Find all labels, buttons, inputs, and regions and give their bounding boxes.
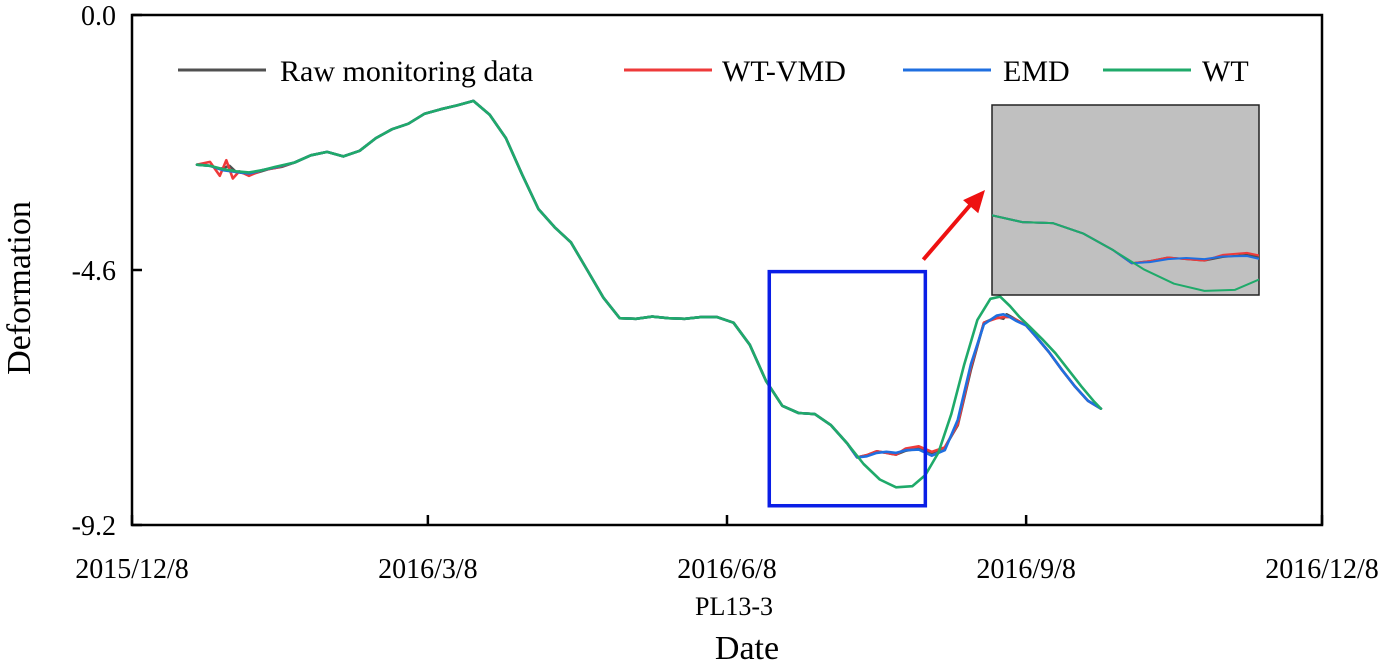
x-tick-label: 2015/12/8: [75, 554, 189, 585]
legend-label: Raw monitoring data: [280, 55, 533, 88]
x-tick-label: 2016/9/8: [976, 554, 1076, 585]
y-tick-label: 0.0: [81, 1, 116, 32]
inset-line-wt: [992, 214, 1259, 292]
legend: Raw monitoring data WT-VMD EMD WT: [178, 55, 1249, 88]
x-axis-title: Date: [715, 630, 779, 665]
y-tick-label: -4.6: [72, 256, 116, 287]
y-axis-title: Deformation: [1, 201, 38, 375]
inset-panel: [991, 104, 1260, 296]
legend-label: WT-VMD: [722, 55, 846, 88]
axis-ticks: 2015/12/8 2016/3/8 2016/6/8 2016/9/8 2016/12…: [72, 1, 1379, 585]
zoom-arrow-shaft: [921, 201, 974, 261]
x-tick-label: 2016/3/8: [378, 554, 478, 585]
inset-series: [992, 214, 1259, 292]
zoom-arrow-head: [963, 190, 985, 214]
zoom-box: [767, 269, 928, 508]
legend-label: WT: [1202, 55, 1249, 88]
x-tick-label: 2016/12/8: [1265, 554, 1379, 585]
series-layer: [195, 99, 1103, 489]
chart-subtitle: PL13-3: [695, 592, 773, 621]
series-line-wt: [195, 99, 1103, 489]
legend-label: EMD: [1003, 55, 1070, 88]
y-tick-label: -9.2: [72, 511, 116, 542]
x-tick-label: 2016/6/8: [677, 554, 777, 585]
annotation-layer: [767, 104, 1260, 508]
